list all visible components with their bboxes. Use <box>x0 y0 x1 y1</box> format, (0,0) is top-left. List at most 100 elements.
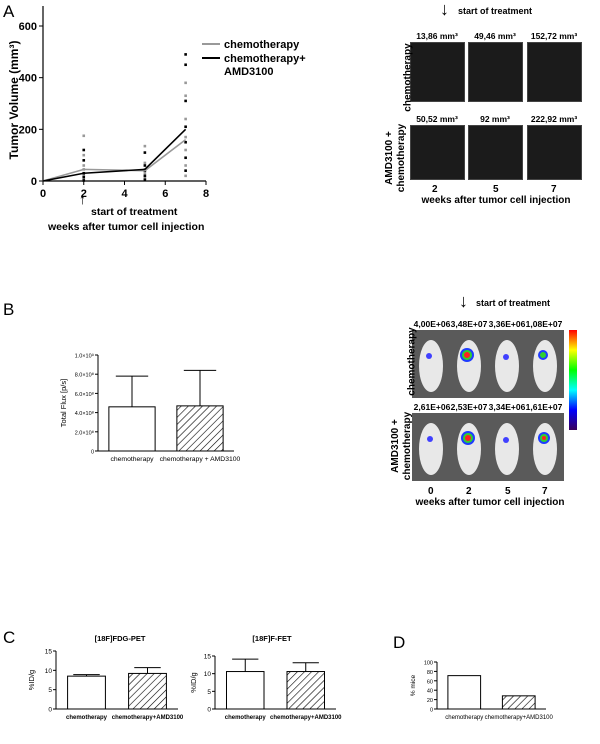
data-point <box>82 148 86 152</box>
mri-volume-label: 50,52 mm³ <box>416 114 458 124</box>
panel-label-a: A <box>3 2 15 21</box>
category-label: chemotherapy <box>225 715 267 721</box>
legend-label-2: chemotherapy+ <box>224 53 306 65</box>
y-tick-label: 80 <box>427 670 433 676</box>
data-point <box>143 161 147 165</box>
category-label: chemotherapy+AMD3100 <box>485 715 554 721</box>
category-label: chemotherapy+AMD3100 <box>270 715 342 721</box>
y-axis-title: %ID/g <box>189 672 198 692</box>
panel-label-b: B <box>3 300 15 319</box>
data-point <box>82 159 86 162</box>
data-point <box>143 178 147 182</box>
y-tick-label: 200 <box>19 124 37 136</box>
bli-week-label: 7 <box>542 486 548 497</box>
category-label: chemotherapy + AMD3100 <box>160 456 241 463</box>
bli-week-label: 5 <box>505 486 511 497</box>
mri-week-label: 5 <box>493 184 499 195</box>
data-point <box>143 171 147 175</box>
weeks-axis-label: weeks after tumor cell injection <box>48 221 205 233</box>
y-tick-label: 0 <box>31 176 37 188</box>
chart-title: [18F]F-FET <box>252 634 292 643</box>
bli-start-of-treatment: start of treatment <box>476 298 551 308</box>
data-point <box>184 81 187 85</box>
legend-label-1: chemotherapy <box>224 39 300 51</box>
data-point <box>184 148 187 152</box>
y-tick-label: 0 <box>91 450 94 456</box>
color-scale-bar <box>569 330 577 430</box>
bli-arrow-icon: ↓ <box>459 291 468 311</box>
bar <box>286 671 326 710</box>
y-tick-label: 0 <box>430 708 433 714</box>
y-tick-label: 2.0×10⁸ <box>75 429 94 436</box>
x-tick-label: 4 <box>121 188 128 200</box>
category-label: chemotherapy+AMD3100 <box>112 715 184 721</box>
bli-mice-image-row1 <box>412 330 564 398</box>
y-tick-label: 10 <box>45 668 53 675</box>
y-tick-label: 0 <box>48 707 52 714</box>
y-tick-label: 60 <box>427 679 433 685</box>
mri-arrow-icon: ↓ <box>440 0 449 19</box>
x-tick-label: 0 <box>40 188 46 200</box>
data-point <box>184 125 187 129</box>
y-tick-label: 0 <box>207 707 211 714</box>
bli-flux-label: 2,53E+07 <box>450 402 488 412</box>
bli-week-label: 2 <box>466 486 472 497</box>
y-tick-label: 600 <box>19 21 37 33</box>
y-axis-title: Total Flux [p/s] <box>59 379 68 427</box>
chart-title: [18F]FDG-PET <box>95 634 146 643</box>
y-tick-label: 100 <box>424 661 433 667</box>
data-point <box>184 99 187 103</box>
data-point <box>143 164 147 167</box>
data-point <box>143 174 147 178</box>
data-point <box>184 140 187 144</box>
data-point <box>82 179 86 182</box>
y-tick-label: 15 <box>45 649 53 656</box>
data-point <box>184 169 187 172</box>
mri-scan-image <box>410 125 465 180</box>
y-tick-label: 20 <box>427 698 433 704</box>
category-label: chemotherapy <box>66 715 108 721</box>
data-point <box>184 94 187 98</box>
y-axis-title: Tumor Volume (mm³) <box>7 41 21 160</box>
legend-label-2b: AMD3100 <box>224 66 274 78</box>
bli-flux-label: 3,36E+06 <box>488 319 526 329</box>
panel-label-d: D <box>393 633 406 652</box>
bli-xlabel: weeks after tumor cell injection <box>415 497 565 508</box>
mri-xlabel: weeks after tumor cell injection <box>421 195 571 206</box>
mri-start-of-treatment: start of treatment <box>458 6 533 16</box>
y-axis-title: % mice <box>410 674 417 696</box>
start-of-treatment-label: start of treatment <box>91 206 178 218</box>
bar <box>108 406 156 452</box>
data-point <box>184 174 187 178</box>
mri-volume-label: 222,92 mm³ <box>530 114 578 124</box>
data-point <box>184 53 187 56</box>
panel-label-c: C <box>3 628 16 647</box>
bar <box>128 672 167 710</box>
bli-flux-label: 3,34E+06 <box>488 402 526 412</box>
mri-week-label: 7 <box>551 184 557 195</box>
x-tick-label: 2 <box>81 188 87 200</box>
bar <box>225 671 265 710</box>
y-tick-label: 40 <box>427 689 433 695</box>
y-tick-label: 8.0×10⁸ <box>75 372 94 379</box>
data-point <box>82 134 86 138</box>
mri-volume-label: 92 mm³ <box>480 114 510 124</box>
x-tick-label: 6 <box>162 188 168 200</box>
y-tick-label: 10 <box>204 671 212 678</box>
category-label: chemotherapy <box>445 715 483 721</box>
data-point <box>82 153 86 157</box>
mri-scan-image <box>468 125 523 180</box>
treatment-arrow-icon: ↑ <box>79 191 86 207</box>
bar <box>176 405 224 452</box>
bar <box>447 675 482 710</box>
bli-week-label: 0 <box>428 486 434 497</box>
y-tick-label: 4.0×10⁸ <box>75 410 94 417</box>
bli-flux-label: 2,61E+06 <box>413 402 451 412</box>
y-tick-label: 15 <box>204 654 212 661</box>
y-tick-label: 6.0×10⁸ <box>75 391 94 398</box>
mri-scan-image <box>410 42 465 102</box>
bar <box>67 675 106 710</box>
mri-scan-image <box>527 125 582 180</box>
